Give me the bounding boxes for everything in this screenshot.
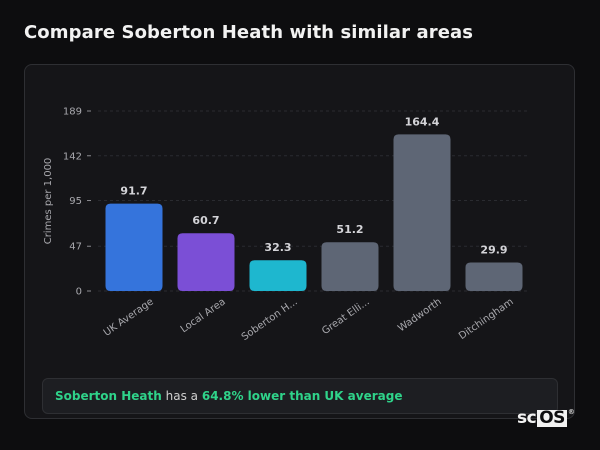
x-tick-label: UK Average <box>102 296 156 338</box>
value-labels: 91.7 60.7 32.3 51.2 164.4 29.9 <box>120 115 507 256</box>
y-tick-label: 95 <box>69 196 82 207</box>
value-label: 29.9 <box>480 244 507 257</box>
value-label: 91.7 <box>120 185 147 198</box>
bar-great-elli[interactable] <box>321 242 379 291</box>
bar-local-area[interactable] <box>177 233 235 291</box>
y-axis-ticks: 0 47 95 142 189 <box>63 107 91 298</box>
bar-wadworth[interactable] <box>393 134 451 291</box>
x-tick-label: Soberton H... <box>240 296 300 343</box>
value-label: 51.2 <box>336 223 363 236</box>
y-tick-label: 0 <box>76 287 82 298</box>
y-axis-label: Crimes per 1,000 <box>43 158 54 245</box>
x-tick-label: Ditchingham <box>457 296 516 342</box>
comparison-summary: Soberton Heath has a 64.8% lower than UK… <box>42 378 558 414</box>
page-title: Compare Soberton Heath with similar area… <box>24 22 474 43</box>
bar-ditchingham[interactable] <box>465 262 523 291</box>
logo-boxed-text: OS <box>537 408 567 428</box>
value-label: 164.4 <box>405 115 440 128</box>
y-tick-label: 47 <box>69 242 82 253</box>
x-tick-label: Great Elli... <box>320 296 372 337</box>
x-tick-label: Wadworth <box>396 296 444 334</box>
scos-logo: sc OS ® <box>517 408 575 428</box>
summary-difference: 64.8% lower than UK average <box>201 389 403 403</box>
value-label: 60.7 <box>192 214 219 227</box>
chart-gridlines <box>98 110 530 292</box>
logo-registered-mark: ® <box>567 408 575 416</box>
summary-area-name: Soberton Heath <box>55 389 162 403</box>
bar-soberton-h[interactable] <box>249 260 307 291</box>
bar-uk-average[interactable] <box>105 203 163 291</box>
comparison-card: 0 47 95 142 189 Crimes per 1,000 91.7 60.7 32.… <box>24 64 575 419</box>
chart-bars <box>105 134 523 291</box>
summary-mid-text: has a <box>165 389 199 403</box>
crime-bar-chart: 0 47 95 142 189 Crimes per 1,000 91.7 60.7 32.… <box>43 107 530 343</box>
x-axis-tick-labels: UK Average Local Area Soberton H... Great E… <box>102 296 516 343</box>
value-label: 32.3 <box>264 241 291 254</box>
y-tick-label: 142 <box>63 151 82 162</box>
logo-prefix: sc <box>517 408 537 428</box>
y-tick-label: 189 <box>63 107 82 118</box>
x-tick-label: Local Area <box>179 296 228 335</box>
